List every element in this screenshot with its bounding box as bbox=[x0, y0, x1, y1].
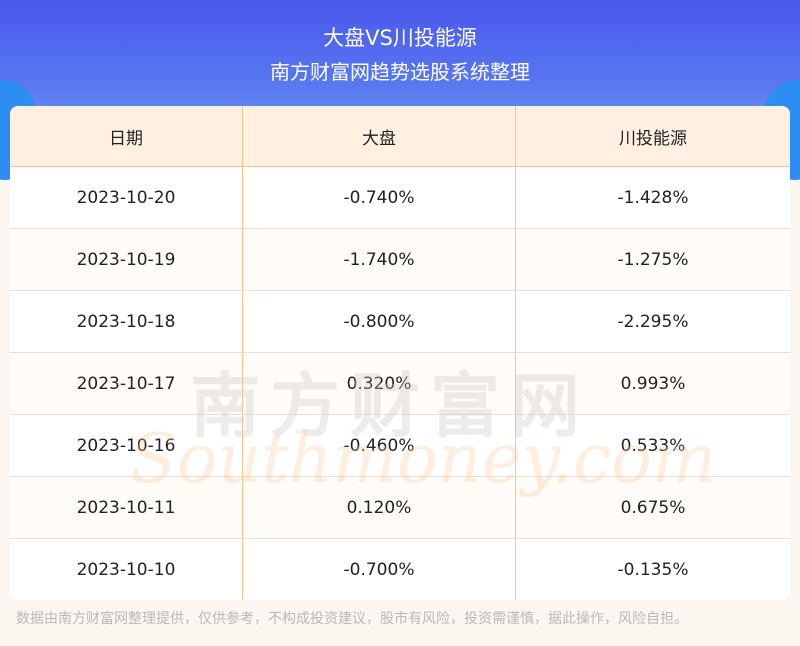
table-row: 2023-10-16 -0.460% 0.533% bbox=[10, 415, 790, 477]
table-header: 日期 大盘 川投能源 bbox=[10, 106, 790, 167]
market-change-cell: -0.700% bbox=[243, 539, 516, 600]
stock-change-cell: -2.295% bbox=[617, 311, 689, 332]
date-cell: 2023-10-18 bbox=[10, 291, 243, 352]
date-cell: 2023-10-20 bbox=[10, 167, 243, 228]
table-row: 2023-10-19 -1.740% -1.275% bbox=[10, 229, 790, 291]
table-row: 2023-10-17 0.320% 0.993% bbox=[10, 353, 790, 415]
stock-change-cell: -0.135% bbox=[617, 560, 689, 580]
stock-change-cell: -1.275% bbox=[617, 249, 689, 270]
market-change-cell: -0.460% bbox=[243, 415, 516, 476]
date-cell: 2023-10-11 bbox=[10, 477, 243, 538]
page-title: 大盘VS川投能源 bbox=[323, 26, 477, 50]
column-header-market: 大盘 bbox=[243, 106, 516, 166]
market-change-cell: -1.740% bbox=[243, 229, 516, 290]
column-header-date: 日期 bbox=[10, 106, 243, 166]
market-change-cell: -0.740% bbox=[243, 167, 516, 228]
stock-change-cell: 0.993% bbox=[620, 373, 686, 394]
table-row: 2023-10-10 -0.700% -0.135% bbox=[10, 539, 790, 600]
date-cell: 2023-10-17 bbox=[10, 353, 243, 414]
table-row: 2023-10-20 -0.740% -1.428% bbox=[10, 167, 790, 229]
table-row: 2023-10-11 0.120% 0.675% bbox=[10, 477, 790, 539]
comparison-table: 日期 大盘 川投能源 2023-10-20 -0.740% -1.428% 2023-… bbox=[10, 106, 790, 600]
column-header-stock: 川投能源 bbox=[619, 128, 687, 149]
date-cell: 2023-10-16 bbox=[10, 415, 243, 476]
disclaimer: 数据由南方财富网整理提供，仅供参考，不构成投资建议，股市有风险，投资需谨慎，据此… bbox=[16, 611, 688, 627]
table-row: 2023-10-18 -0.800% -2.295% bbox=[10, 291, 790, 353]
stock-change-cell: 0.533% bbox=[620, 435, 686, 456]
page-subtitle: 南方财富网趋势选股系统整理 bbox=[270, 60, 530, 84]
stock-change-cell: -1.428% bbox=[617, 187, 689, 208]
date-cell: 2023-10-19 bbox=[10, 229, 243, 290]
stock-change-cell: 0.675% bbox=[620, 497, 686, 518]
market-change-cell: 0.320% bbox=[243, 353, 516, 414]
market-change-cell: 0.120% bbox=[243, 477, 516, 538]
date-cell: 2023-10-10 bbox=[10, 539, 243, 600]
market-change-cell: -0.800% bbox=[243, 291, 516, 352]
